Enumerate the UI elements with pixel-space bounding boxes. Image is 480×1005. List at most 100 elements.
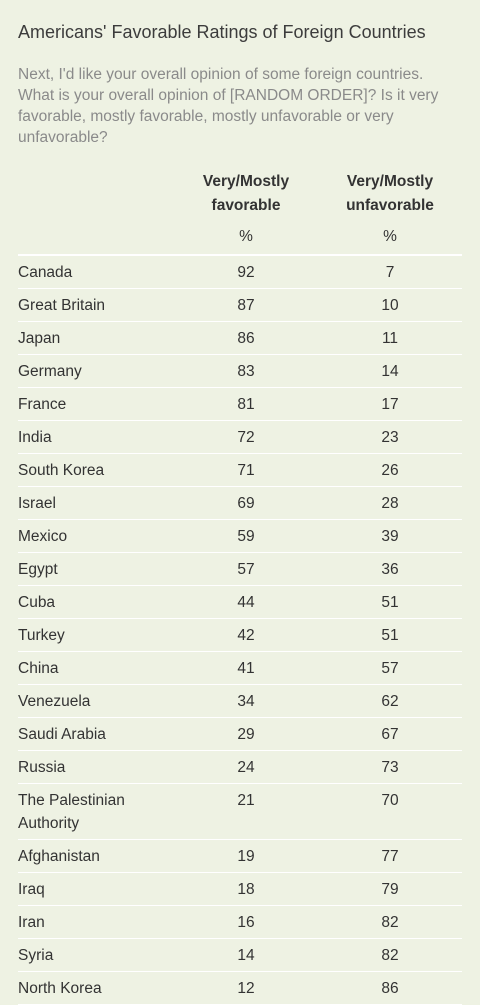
country-cell: Israel [18,486,174,520]
table-row: Israel 69 28 [18,486,462,520]
table-row: Syria 14 82 [18,938,462,972]
favorable-cell: 19 [174,839,318,873]
table-row: China 41 57 [18,651,462,685]
favorable-cell: 18 [174,872,318,906]
table-row: The Palestinian Authority 21 70 [18,783,462,840]
favorable-cell: 44 [174,585,318,619]
country-cell: Canada [18,255,174,289]
unfavorable-cell: 79 [318,872,462,906]
favorable-cell: 57 [174,552,318,586]
country-cell: Afghanistan [18,839,174,873]
header-unfavorable: Very/Mostly unfavorable [346,173,434,214]
unit-row: % % [18,222,462,256]
unfavorable-cell: 17 [318,387,462,421]
table-row: Iran 16 82 [18,905,462,939]
country-cell: Germany [18,354,174,388]
favorable-cell: 86 [174,321,318,355]
country-cell: Turkey [18,618,174,652]
unit-country [18,222,174,256]
table-body: Canada 92 7 Great Britain 87 10 Japan 86 11 Germa… [18,255,462,1005]
unfavorable-cell: 39 [318,519,462,553]
unfavorable-cell: 82 [318,905,462,939]
unfavorable-cell: 82 [318,938,462,972]
table-row: North Korea 12 86 [18,971,462,1005]
page-title: Americans' Favorable Ratings of Foreign … [18,22,426,42]
country-cell: India [18,420,174,454]
country-cell: Iran [18,905,174,939]
favorable-cell: 24 [174,750,318,784]
favorable-cell: 87 [174,288,318,322]
unfavorable-cell: 23 [318,420,462,454]
table-row: Mexico 59 39 [18,519,462,553]
country-cell: Mexico [18,519,174,553]
unfavorable-cell: 51 [318,585,462,619]
table-row: Egypt 57 36 [18,552,462,586]
table-row: Venezuela 34 62 [18,684,462,718]
country-cell: South Korea [18,453,174,487]
country-cell: France [18,387,174,421]
country-cell: Iraq [18,872,174,906]
country-cell: The Palestinian Authority [18,783,174,840]
unfavorable-cell: 36 [318,552,462,586]
favorable-cell: 59 [174,519,318,553]
favorable-cell: 16 [174,905,318,939]
unfavorable-cell: 28 [318,486,462,520]
country-cell: Great Britain [18,288,174,322]
unfavorable-cell: 57 [318,651,462,685]
table-row: Japan 86 11 [18,321,462,355]
table-row: Great Britain 87 10 [18,288,462,322]
header-country [18,160,174,222]
unfavorable-cell: 70 [318,783,462,840]
table-row: Russia 24 73 [18,750,462,784]
unit-unfavorable: % [318,222,462,256]
unfavorable-cell: 62 [318,684,462,718]
table-row: Saudi Arabia 29 67 [18,717,462,751]
favorable-cell: 81 [174,387,318,421]
favorable-cell: 92 [174,255,318,289]
favorable-cell: 29 [174,717,318,751]
table-row: Cuba 44 51 [18,585,462,619]
ratings-table: Very/Mostly favorable Very/Mostly unfavo… [18,160,462,1005]
table-row: Germany 83 14 [18,354,462,388]
unfavorable-cell: 10 [318,288,462,322]
unfavorable-cell: 14 [318,354,462,388]
table-row: South Korea 71 26 [18,453,462,487]
table-row: Turkey 42 51 [18,618,462,652]
country-cell: North Korea [18,971,174,1005]
country-cell: Cuba [18,585,174,619]
table-row: Afghanistan 19 77 [18,839,462,873]
country-cell: Japan [18,321,174,355]
unfavorable-cell: 77 [318,839,462,873]
table-row: India 72 23 [18,420,462,454]
unfavorable-cell: 26 [318,453,462,487]
favorable-cell: 12 [174,971,318,1005]
country-cell: Egypt [18,552,174,586]
country-cell: Venezuela [18,684,174,718]
unfavorable-cell: 51 [318,618,462,652]
unit-favorable: % [174,222,318,256]
unfavorable-cell: 73 [318,750,462,784]
question-text: Next, I'd like your overall opinion of s… [18,66,439,146]
country-cell: China [18,651,174,685]
country-cell: Syria [18,938,174,972]
table-row: Iraq 18 79 [18,872,462,906]
favorable-cell: 83 [174,354,318,388]
favorable-cell: 41 [174,651,318,685]
favorable-cell: 21 [174,783,318,840]
header-favorable: Very/Mostly favorable [202,173,290,214]
unfavorable-cell: 67 [318,717,462,751]
table-row: France 81 17 [18,387,462,421]
favorable-cell: 34 [174,684,318,718]
favorable-cell: 72 [174,420,318,454]
favorable-cell: 69 [174,486,318,520]
table-row: Canada 92 7 [18,255,462,289]
unfavorable-cell: 11 [318,321,462,355]
favorable-cell: 42 [174,618,318,652]
unfavorable-cell: 7 [318,255,462,289]
favorable-cell: 14 [174,938,318,972]
country-cell: Russia [18,750,174,784]
header-row: Very/Mostly favorable Very/Mostly unfavo… [18,160,462,222]
unfavorable-cell: 86 [318,971,462,1005]
favorable-cell: 71 [174,453,318,487]
